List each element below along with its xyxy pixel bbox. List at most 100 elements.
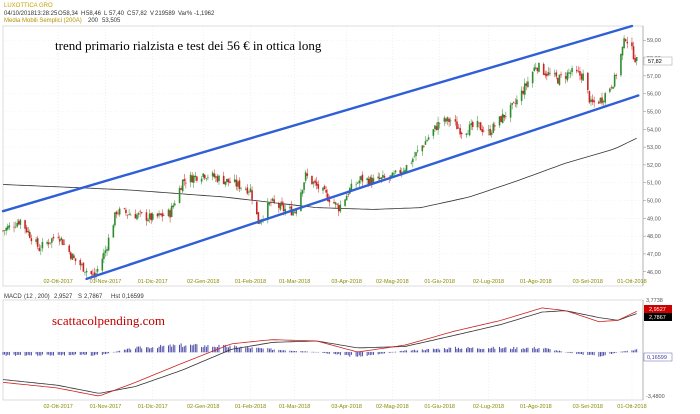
candle-body bbox=[306, 173, 309, 176]
candle-body bbox=[259, 222, 261, 224]
channel-upper-line bbox=[1, 24, 634, 213]
candle-body bbox=[490, 132, 493, 135]
macd-x-tick-label: 02-Gen-2018 bbox=[187, 404, 219, 410]
candle-body bbox=[303, 182, 305, 190]
candle-body bbox=[410, 162, 413, 164]
macd-x-tick-label: 01-Ago-2018 bbox=[520, 404, 552, 410]
candle-body bbox=[380, 177, 383, 179]
candle-body bbox=[626, 41, 629, 44]
candle-body bbox=[394, 170, 397, 173]
macd-label: MACD bbox=[4, 294, 22, 300]
candle-body bbox=[527, 81, 529, 88]
candle-body bbox=[137, 213, 140, 215]
macd-x-tick-label: 01-Dic-2017 bbox=[138, 404, 168, 410]
header-low-label: L bbox=[104, 11, 108, 17]
candle-body bbox=[371, 177, 373, 185]
watermark-text: scattacolpending.com bbox=[52, 313, 165, 328]
candle-body bbox=[169, 210, 171, 218]
y-tick-label: 57,00 bbox=[647, 74, 661, 80]
header-time: 13:28:25 bbox=[34, 11, 58, 17]
candle-body bbox=[492, 123, 495, 133]
candle-body bbox=[613, 74, 616, 87]
candle-body bbox=[369, 176, 372, 185]
candle-body bbox=[438, 122, 441, 124]
candle-body bbox=[435, 126, 438, 130]
macd-x-tick-label: 03-Apr-2018 bbox=[331, 404, 362, 410]
candle-body bbox=[377, 176, 379, 179]
candle-body bbox=[123, 208, 126, 209]
ma-legend-value: 53,505 bbox=[102, 18, 121, 24]
candle-body bbox=[170, 205, 173, 217]
candle-body bbox=[531, 71, 534, 84]
candle-body bbox=[402, 171, 405, 172]
hist-badge-value: 0,16599 bbox=[647, 355, 667, 361]
candle-body bbox=[267, 202, 269, 220]
candle-body bbox=[361, 174, 364, 182]
candle-body bbox=[279, 203, 282, 210]
candle-body bbox=[218, 175, 220, 182]
candle-body bbox=[553, 73, 556, 75]
macd-signal-label: S bbox=[78, 294, 82, 300]
candle-body bbox=[191, 175, 193, 183]
candle-body bbox=[301, 189, 304, 194]
candle-body bbox=[226, 178, 228, 183]
header-volume: 219589 bbox=[155, 11, 176, 17]
candle-body bbox=[172, 205, 175, 208]
x-tick-label: 01-Nov-2017 bbox=[90, 279, 122, 285]
chart-title: LUXOTTICA GRO bbox=[4, 3, 53, 9]
y-tick-label: 46,00 bbox=[647, 270, 661, 276]
candle-body bbox=[68, 245, 71, 252]
header-high: 58,46 bbox=[86, 11, 102, 17]
candle-body bbox=[456, 121, 458, 130]
candle-body bbox=[523, 83, 526, 95]
candle-body bbox=[200, 178, 203, 182]
candle-body bbox=[46, 242, 48, 244]
candle-body bbox=[38, 247, 41, 251]
ma200-path bbox=[2, 137, 637, 210]
last-price-value: 57,82 bbox=[648, 59, 662, 65]
candle-body bbox=[300, 192, 302, 211]
candle-body bbox=[482, 130, 485, 132]
candle-body bbox=[273, 199, 275, 203]
candle-body bbox=[347, 194, 350, 196]
candle-body bbox=[399, 170, 402, 174]
candle-body bbox=[602, 101, 605, 103]
candle-body bbox=[289, 207, 291, 209]
candle-body bbox=[41, 242, 44, 249]
candle-body bbox=[268, 202, 271, 205]
candle-body bbox=[334, 202, 337, 205]
svg-text:04/10/2018 13:28:25: 04/10/2018 13:28:25 O 58,34 H 58,46 L 57… bbox=[4, 11, 215, 17]
candle-body bbox=[615, 75, 618, 76]
candle-body bbox=[356, 182, 359, 184]
candle-body bbox=[505, 116, 507, 117]
candle-body bbox=[512, 102, 515, 103]
candle-body bbox=[467, 133, 469, 135]
candle-body bbox=[599, 97, 602, 103]
candle-body bbox=[194, 175, 197, 178]
candle-body bbox=[118, 208, 121, 215]
candle-body bbox=[13, 226, 15, 228]
signal-badge-value: 2,7867 bbox=[649, 315, 666, 321]
x-tick-label: 03-Apr-2018 bbox=[331, 279, 362, 285]
candle-body bbox=[367, 178, 370, 185]
candle-body bbox=[471, 121, 474, 127]
y-tick-label: 56,00 bbox=[647, 92, 661, 98]
candle-body bbox=[598, 101, 600, 104]
candle-body bbox=[57, 237, 59, 239]
macd-x-tick-label: 02-Lug-2018 bbox=[473, 404, 504, 410]
svg-text:Media Mobili Semplici (200A): Media Mobili Semplici (200A) 200 53,505 bbox=[4, 18, 121, 24]
candle-body bbox=[631, 42, 633, 47]
candle-body bbox=[571, 68, 573, 73]
y-tick-label: 48,00 bbox=[647, 234, 661, 240]
candle-body bbox=[84, 271, 86, 273]
candle-body bbox=[36, 238, 39, 247]
candle-body bbox=[51, 238, 53, 243]
candle-body bbox=[251, 190, 253, 200]
candle-body bbox=[610, 87, 613, 88]
candle-body bbox=[478, 122, 480, 124]
candle-body bbox=[158, 213, 160, 216]
candle-body bbox=[514, 102, 517, 104]
candle-body bbox=[415, 152, 417, 156]
candle-body bbox=[494, 125, 496, 127]
